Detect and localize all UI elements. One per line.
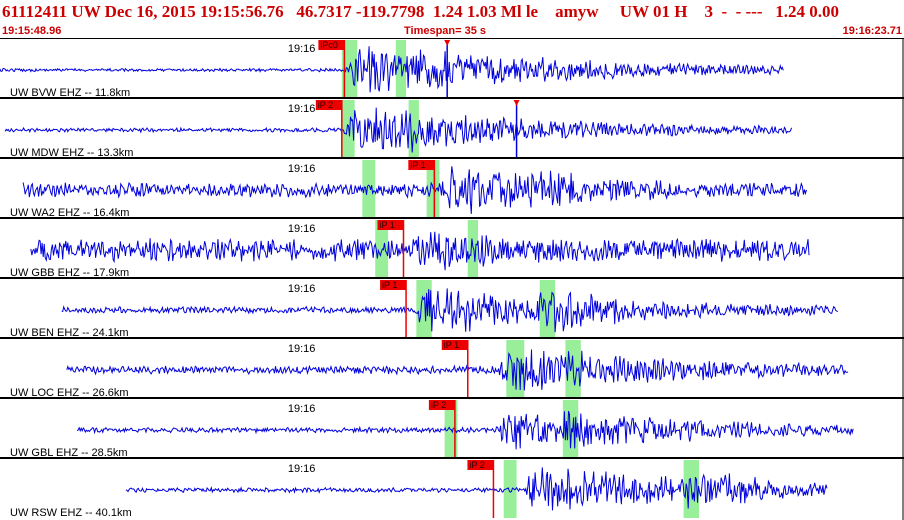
trace-row[interactable]: iPc0 19:16 UW BVW EHZ -- 11.8km bbox=[0, 38, 904, 99]
time-marker-label: 19:16 bbox=[288, 403, 316, 415]
timespan-label: Timespan= 35 s bbox=[404, 25, 487, 37]
pick-band bbox=[539, 280, 556, 338]
station-label: UW WA2 EHZ -- 16.4km bbox=[10, 207, 129, 219]
waveform bbox=[30, 231, 810, 271]
trace-row[interactable]: iP 1 19:16 UW LOC EHZ -- 26.6km bbox=[0, 337, 904, 399]
p-pick-flag[interactable] bbox=[408, 160, 435, 170]
p-pick-label: iPc0 bbox=[320, 40, 338, 50]
pick-marker-icon bbox=[513, 100, 520, 106]
event-header: 61112411 UW Dec 16, 2015 19:15:56.76 46.… bbox=[0, 0, 904, 38]
waveform bbox=[0, 46, 784, 93]
p-pick-flag[interactable] bbox=[428, 400, 455, 410]
p-pick-label: iP 2 bbox=[469, 460, 484, 470]
pick-band bbox=[395, 40, 407, 98]
trace-row[interactable]: iP 219:16 UW MDW EHZ -- 13.3km bbox=[0, 97, 904, 159]
p-pick-label: iP 1 bbox=[444, 340, 459, 350]
station-label: UW LOC EHZ -- 26.6km bbox=[10, 387, 129, 399]
end-time: 19:16:23.71 bbox=[842, 25, 902, 37]
p-pick-flag[interactable] bbox=[377, 220, 404, 230]
station-label: UW GBB EHZ -- 17.9km bbox=[10, 267, 129, 279]
pick-band bbox=[362, 160, 376, 218]
p-pick-flag[interactable] bbox=[441, 340, 468, 350]
pick-band bbox=[416, 280, 432, 338]
p-pick-flag[interactable] bbox=[380, 280, 407, 290]
station-label: UW GBL EHZ -- 28.5km bbox=[10, 447, 128, 459]
p-pick-flag[interactable] bbox=[315, 100, 342, 110]
p-pick-label: iP 2 bbox=[431, 400, 446, 410]
waveform bbox=[66, 349, 849, 391]
waveform bbox=[61, 288, 839, 333]
trace-row[interactable]: iP 1 19:16 UW BEN EHZ -- 24.1km bbox=[0, 277, 904, 339]
p-pick-label: iP 1 bbox=[410, 160, 425, 170]
station-label: UW BEN EHZ -- 24.1km bbox=[10, 327, 129, 339]
station-label: UW BVW EHZ -- 11.8km bbox=[10, 87, 130, 99]
p-pick-label: iP 1 bbox=[379, 220, 394, 230]
pick-band bbox=[341, 100, 355, 158]
trace-row[interactable]: iP 2 19:16 UW RSW EHZ -- 40.1km bbox=[0, 457, 904, 519]
trace-row[interactable]: iP 1 19:16 UW WA2 EHZ -- 16.4km bbox=[0, 157, 904, 219]
waveform bbox=[22, 166, 807, 214]
pick-band bbox=[408, 100, 419, 158]
station-label: UW MDW EHZ -- 13.3km bbox=[10, 147, 133, 159]
p-pick-flag[interactable] bbox=[467, 460, 494, 470]
pick-band bbox=[503, 460, 517, 518]
time-marker-label: 19:16 bbox=[288, 223, 316, 235]
station-label: UW RSW EHZ -- 40.1km bbox=[10, 507, 132, 519]
waveform bbox=[4, 107, 793, 153]
start-time: 19:15:48.96 bbox=[2, 25, 62, 37]
trace-row[interactable]: iP 1 19:16 UW GBB EHZ -- 17.9km bbox=[0, 217, 904, 279]
time-marker-label: 19:16 bbox=[288, 283, 316, 295]
pick-marker-icon bbox=[444, 40, 451, 46]
time-marker-label: 19:16 bbox=[288, 163, 316, 175]
p-pick-label: iP 2 bbox=[318, 100, 333, 110]
pick-band bbox=[467, 220, 479, 278]
p-pick-flag[interactable] bbox=[318, 40, 345, 50]
time-marker-label: 19:16 bbox=[288, 103, 316, 115]
p-pick-label: iP 1 bbox=[382, 280, 397, 290]
pick-band bbox=[375, 220, 389, 278]
time-marker-label: 19:16 bbox=[288, 43, 316, 55]
waveform bbox=[125, 467, 828, 511]
event-title: 61112411 UW Dec 16, 2015 19:15:56.76 46.… bbox=[2, 2, 840, 21]
trace-row[interactable]: iP 2 19:16 UW GBL EHZ -- 28.5km bbox=[0, 397, 904, 459]
time-marker-label: 19:16 bbox=[288, 343, 316, 355]
waveform bbox=[76, 410, 854, 450]
time-marker-label: 19:16 bbox=[288, 463, 316, 475]
